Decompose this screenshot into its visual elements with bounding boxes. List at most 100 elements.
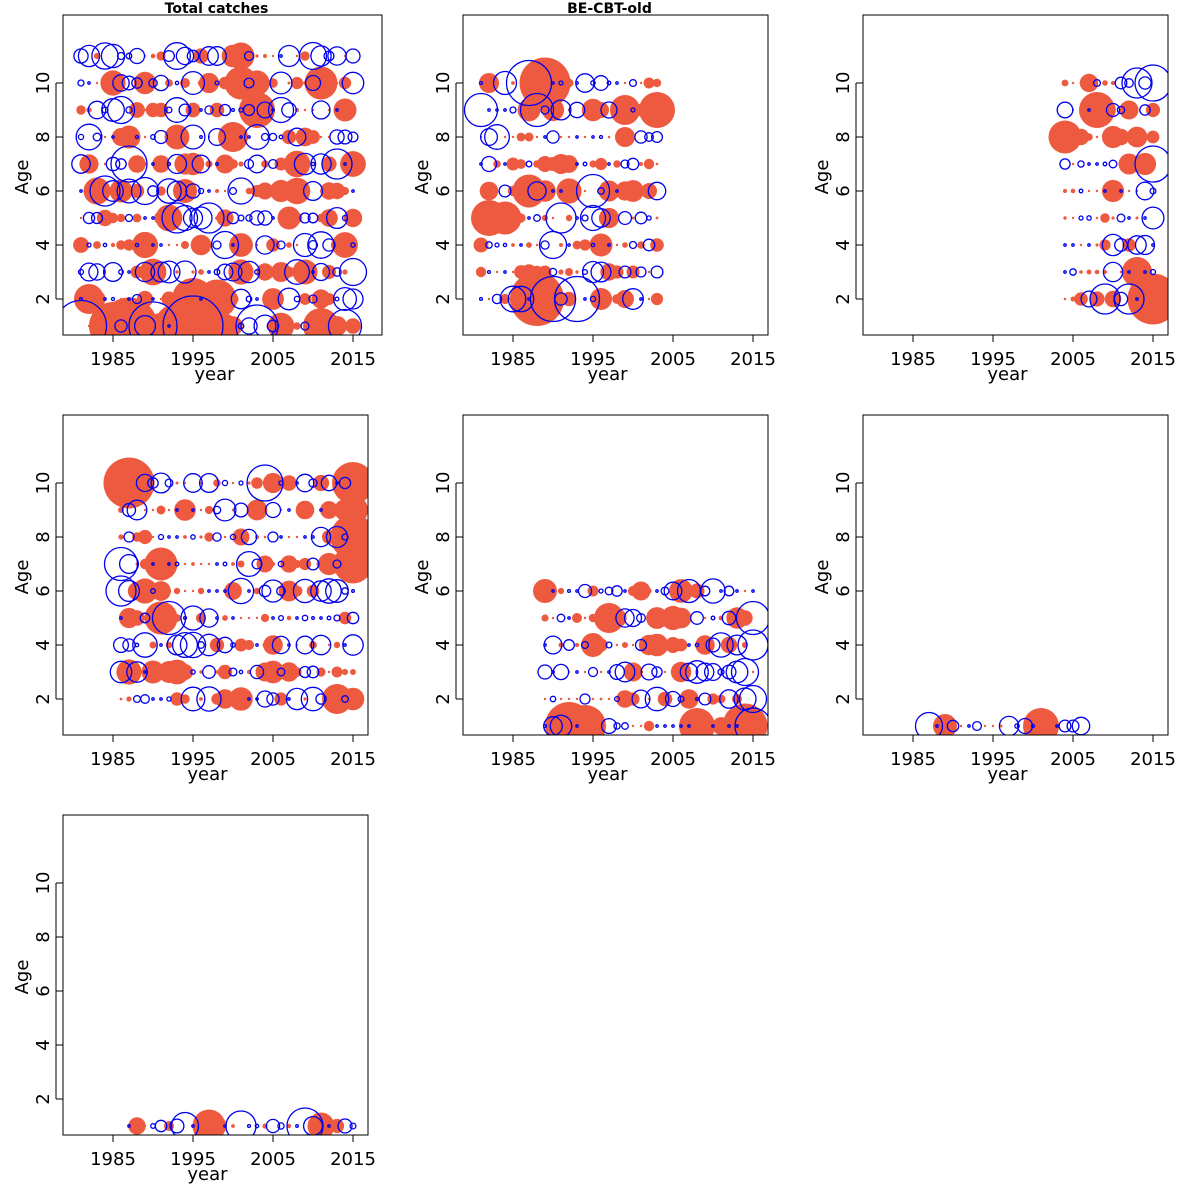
- bubble: [327, 643, 331, 647]
- bubble: [263, 535, 267, 539]
- bubble: [506, 157, 520, 171]
- bubble-layer: [533, 578, 768, 735]
- bubble: [247, 481, 251, 485]
- bubble: [107, 212, 119, 224]
- bubble: [159, 243, 163, 247]
- bubble: [157, 260, 181, 284]
- bubble: [575, 670, 579, 674]
- bubble: [679, 708, 715, 735]
- bubble: [1116, 105, 1126, 115]
- bubble: [1112, 128, 1130, 146]
- bubble: [343, 643, 347, 647]
- bubble: [512, 174, 546, 208]
- bubble: [212, 286, 238, 312]
- bubble: [583, 670, 587, 674]
- bubble: [321, 148, 353, 180]
- bubble: [330, 514, 368, 560]
- bubble: [180, 124, 206, 150]
- bubble: [552, 663, 570, 681]
- bubble: [227, 177, 255, 205]
- bubble: [311, 100, 331, 120]
- bubble: [1099, 239, 1111, 251]
- bubble: [663, 581, 683, 601]
- bubble: [154, 1119, 168, 1133]
- bubble: [222, 561, 228, 567]
- bubble: [254, 269, 260, 275]
- bubble: [213, 268, 221, 276]
- bubble: [590, 261, 612, 283]
- bubble: [1139, 104, 1151, 116]
- bubble: [223, 535, 227, 539]
- bubble: [1101, 179, 1125, 203]
- bubble: [181, 241, 189, 249]
- bubble: [725, 660, 749, 684]
- bubble: [572, 240, 582, 250]
- bubble: [247, 697, 251, 701]
- bubble: [1149, 268, 1157, 276]
- bubble: [262, 288, 284, 310]
- bubble-layer: [1048, 64, 1168, 325]
- bubble: [267, 96, 295, 124]
- bubble: [198, 72, 220, 94]
- bubble: [698, 692, 712, 706]
- bubble: [90, 211, 104, 225]
- x-tick-label: 1985: [890, 349, 936, 370]
- bubble: [551, 616, 555, 620]
- bubble: [631, 581, 651, 601]
- bubble: [525, 160, 533, 168]
- bubble: [543, 635, 563, 655]
- bubble: [559, 697, 563, 701]
- bubble: [266, 692, 280, 706]
- bubble: [212, 240, 222, 250]
- bubble: [1135, 297, 1139, 301]
- bubble: [655, 724, 659, 728]
- bubble: [286, 615, 292, 621]
- bubble: [79, 262, 99, 282]
- bubble: [738, 684, 768, 714]
- bubble: [267, 531, 279, 543]
- bubble: [639, 162, 643, 166]
- bubble: [600, 101, 618, 119]
- bubble: [607, 135, 611, 139]
- bubble: [699, 585, 711, 597]
- bubble: [271, 54, 275, 58]
- bubble: [93, 241, 101, 249]
- bubble: [1124, 78, 1134, 88]
- bubble: [307, 1112, 335, 1135]
- bubble: [735, 724, 739, 728]
- bubble: [173, 179, 197, 203]
- bubble: [169, 1118, 185, 1134]
- bubble: [298, 665, 312, 679]
- bubble: [227, 577, 255, 605]
- bubble: [735, 600, 768, 636]
- bubble: [281, 102, 297, 118]
- bubble: [239, 135, 243, 139]
- bubble: [173, 260, 197, 284]
- y-tick-label: 2: [833, 693, 854, 704]
- bubble: [292, 259, 318, 285]
- bubble: [283, 177, 311, 205]
- bubble: [279, 535, 283, 539]
- bubble: [207, 589, 211, 593]
- bubble: [167, 535, 171, 539]
- bubble: [495, 270, 499, 274]
- y-axis-title: Age: [12, 160, 33, 195]
- bubble: [342, 269, 348, 275]
- bubble: [719, 589, 723, 593]
- bubble: [1134, 145, 1168, 183]
- bubble: [199, 46, 219, 66]
- y-tick-label: 8: [833, 131, 854, 142]
- bubble: [215, 154, 235, 174]
- bubble: [615, 81, 619, 85]
- bubble: [190, 534, 196, 540]
- bubble: [751, 670, 755, 674]
- bubble: [690, 611, 704, 625]
- bubble: [299, 293, 311, 305]
- bubble: [1063, 216, 1067, 220]
- bubble: [550, 99, 572, 121]
- bubble: [247, 154, 267, 174]
- bubble: [1056, 101, 1074, 119]
- bubble: [631, 135, 635, 139]
- bubble: [663, 670, 667, 674]
- bubble: [687, 643, 691, 647]
